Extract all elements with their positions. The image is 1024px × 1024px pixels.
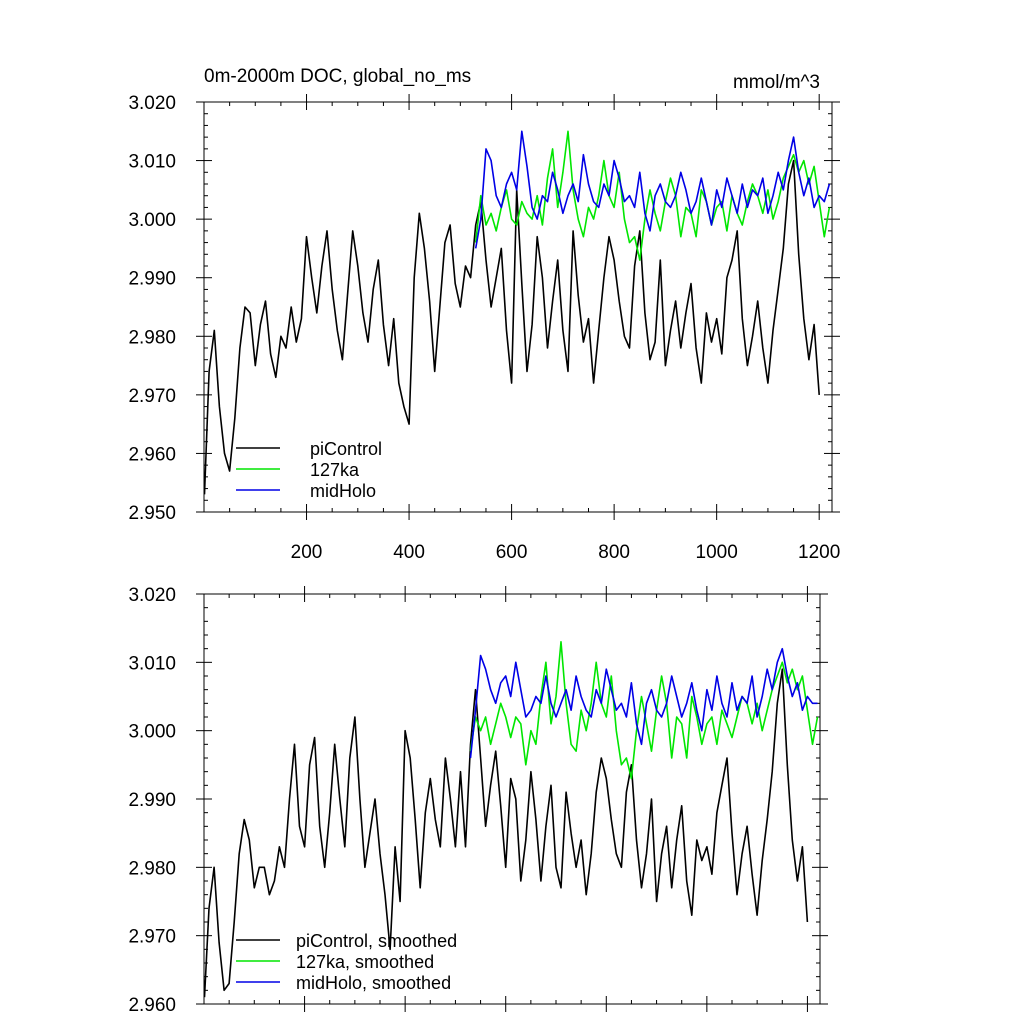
units-label: mmol/m^3 [733,72,820,93]
series-line-midholo [474,130,831,249]
y-tick-label: 3.000 [128,722,176,743]
series-line-picontrol [203,159,820,495]
series-line-127ka-smoothed [469,640,819,780]
legend-label: 127ka [310,460,360,480]
y-tick-label: 3.020 [128,93,176,114]
x-tick-label: 1000 [696,542,738,563]
plot-frame [203,101,833,513]
y-tick-label: 2.970 [128,927,176,948]
y-tick-label: 2.970 [128,386,176,407]
y-tick-label: 2.980 [128,858,176,879]
y-tick-label: 3.010 [128,152,176,173]
legend-label: midHolo [310,481,376,501]
y-tick-label: 2.990 [128,269,176,290]
y-tick-label: 2.960 [128,995,176,1016]
x-tick-label: 200 [291,542,323,563]
legend-label: piControl, smoothed [296,931,457,951]
y-tick-label: 2.960 [128,444,176,465]
series-line-127ka [474,130,831,261]
legend-label: piControl [310,439,382,459]
y-tick-label: 2.980 [128,327,176,348]
legend-label: 127ka, smoothed [296,952,434,972]
x-tick-label: 800 [598,542,630,563]
y-tick-label: 3.000 [128,210,176,231]
top-panel: 200 400 600 800 1000 1200 2.950 2.960 2.970 2.980… [128,93,840,563]
series-line-picontrol-smoothed [203,668,809,998]
y-tick-label: 2.990 [128,790,176,811]
y-tick-label: 2.950 [128,503,176,524]
x-tick-label: 400 [393,542,425,563]
y-tick-label: 3.010 [128,653,176,674]
legend-label: midHolo, smoothed [296,973,451,993]
series-line-midholo-smoothed [469,647,818,759]
bottom-panel: 2.960 2.970 2.980 2.990 3.000 3.010 3.020 piCon… [128,585,828,1016]
x-tick-label: 600 [496,542,528,563]
chart-title: 0m-2000m DOC, global_no_ms [204,66,471,87]
x-tick-label: 1200 [798,542,840,563]
y-tick-label: 3.020 [128,585,176,606]
